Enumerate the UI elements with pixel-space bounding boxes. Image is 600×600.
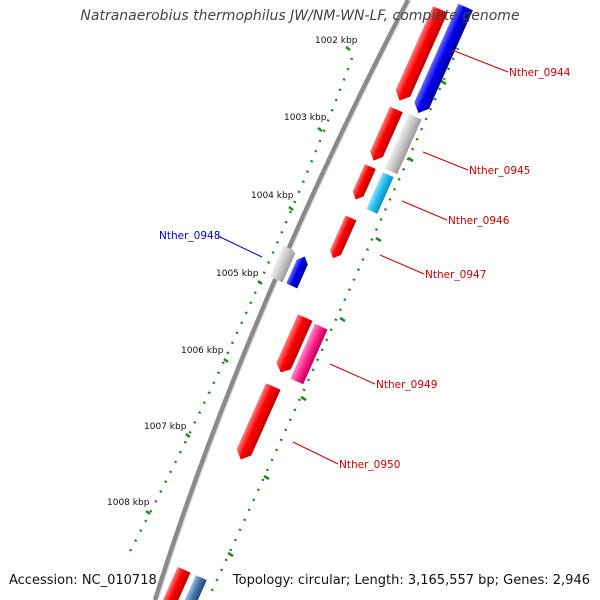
gene-nther-0950[interactable] bbox=[233, 383, 281, 463]
scale-track-outer bbox=[208, 47, 460, 596]
scale-label-1007: 1007 kbp bbox=[144, 422, 187, 432]
accession-text: Accession: NC_010718 bbox=[9, 573, 157, 588]
label-leader-lines bbox=[217, 49, 509, 465]
gene-bottom-steel[interactable] bbox=[181, 575, 207, 600]
scale-label-1008: 1008 kbp bbox=[107, 498, 150, 508]
gene-label-nther-0944[interactable]: Nther_0944 bbox=[509, 67, 571, 79]
scale-label-1006: 1006 kbp bbox=[181, 346, 224, 356]
gene-nther-0949[interactable] bbox=[290, 323, 328, 385]
gene-label-nther-0949[interactable]: Nther_0949 bbox=[376, 379, 437, 391]
scale-label-1005: 1005 kbp bbox=[216, 269, 259, 279]
gene-nther-0946[interactable] bbox=[366, 172, 394, 214]
gene-red-2[interactable] bbox=[350, 164, 376, 202]
gene-bottom-red[interactable] bbox=[161, 566, 191, 600]
scale-label-1004: 1004 kbp bbox=[251, 191, 294, 201]
genome-backbone bbox=[152, 0, 410, 600]
scale-track-inner bbox=[126, 57, 354, 556]
gene-red-1[interactable] bbox=[367, 106, 403, 164]
gene-nther-0947[interactable] bbox=[328, 215, 357, 260]
gene-nther-0948[interactable] bbox=[286, 254, 310, 289]
gene-nther-0945[interactable] bbox=[384, 113, 422, 175]
gene-label-nther-0948[interactable]: Nther_0948 bbox=[159, 230, 220, 242]
gene-label-nther-0945[interactable]: Nther_0945 bbox=[469, 165, 530, 177]
gene-nther-0944[interactable] bbox=[411, 3, 473, 116]
genome-backbone-highlight bbox=[157, 0, 412, 600]
gene-label-nther-0946[interactable]: Nther_0946 bbox=[448, 215, 510, 227]
gene-top-red[interactable] bbox=[392, 6, 448, 104]
scale-major-ticks bbox=[145, 46, 447, 558]
map-title: Natranaerobius thermophilus JW/NM-WN-LF,… bbox=[80, 8, 520, 24]
scale-label-1003: 1003 kbp bbox=[284, 113, 327, 123]
gene-label-nther-0950[interactable]: Nther_0950 bbox=[339, 459, 400, 471]
gene-red-3[interactable] bbox=[273, 314, 313, 375]
gene-nther-0948-grey[interactable] bbox=[269, 245, 297, 283]
gene-label-nther-0947[interactable]: Nther_0947 bbox=[425, 269, 486, 281]
scale-label-1002: 1002 kbp bbox=[315, 36, 358, 46]
genome-summary-text: Topology: circular; Length: 3,165,557 bp… bbox=[232, 573, 590, 588]
